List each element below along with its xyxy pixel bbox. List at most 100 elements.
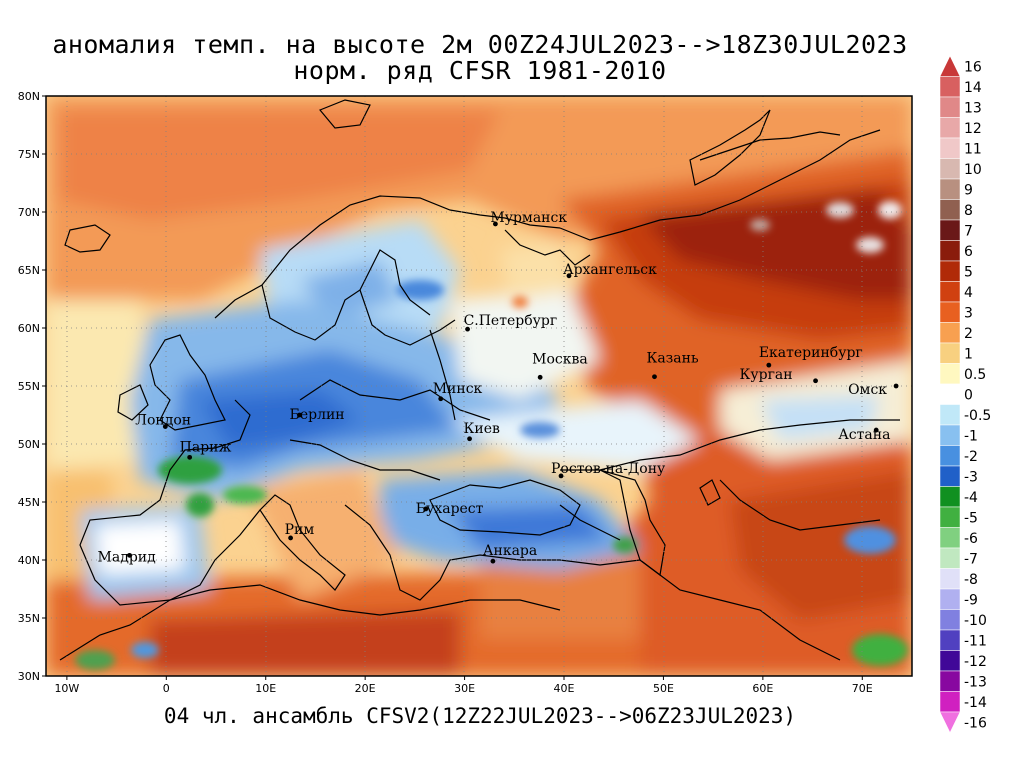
lon-tick-label: 10W (54, 682, 79, 695)
colorbar-label: -16 (964, 715, 987, 731)
city-dot (873, 427, 879, 433)
colorbar-swatch (939, 96, 961, 118)
city-dot (490, 558, 496, 564)
city-label: Москва (532, 351, 588, 367)
lat-tick-label: 80N (18, 90, 40, 103)
city-labels: Мурманск Архангельск С.Петербург Москва Каза… (98, 210, 899, 565)
colorbar-swatch (939, 219, 961, 241)
city-dot (467, 436, 472, 442)
lat-tick-label: 50N (18, 438, 40, 451)
city-label: Бухарест (416, 501, 484, 517)
colorbar-swatch (939, 711, 961, 734)
city-label: Париж (180, 439, 232, 455)
city-dot (288, 535, 293, 541)
colorbar-label: 1 (964, 346, 973, 362)
colorbar-label: 6 (964, 244, 973, 260)
city-dot (537, 374, 543, 380)
lon-tick-label: 60E (752, 682, 773, 695)
city-dot (766, 362, 772, 368)
city-dot (297, 412, 302, 418)
colorbar-swatch (939, 383, 961, 405)
colorbar-swatch (939, 547, 961, 569)
colorbar-label: 12 (964, 121, 982, 137)
lat-tick-label: 45N (18, 496, 40, 509)
longitude-ticks: 10W 0 10E 20E 30E 40E 50E 60E 70E (54, 676, 873, 695)
city-dot (652, 374, 657, 380)
city-label: Курган (740, 367, 793, 383)
ensemble-footer: 04 чл. ансамбль CFSV2(12Z22JUL2023-->06Z… (163, 704, 797, 728)
lon-tick-label: 20E (355, 682, 376, 695)
city-label: Берлин (290, 407, 345, 423)
colorbar-swatch (939, 527, 961, 549)
colorbar-label: -11 (964, 633, 987, 649)
colorbar-swatch (939, 260, 961, 282)
city-label: Екатеринбург (759, 345, 863, 361)
city-dot (558, 473, 564, 479)
colorbar-label: -3 (964, 469, 978, 485)
colorbar-label: 7 (964, 223, 973, 239)
lon-tick-label: 40E (554, 682, 575, 695)
colorbar-label: -0.5 (964, 408, 991, 424)
colorbar-label: 14 (964, 80, 982, 96)
colorbar-label: 13 (964, 100, 982, 116)
city-label: Лондон (135, 413, 191, 429)
colorbar-label: 2 (964, 326, 973, 342)
lat-tick-label: 70N (18, 206, 40, 219)
lon-tick-label: 50E (653, 682, 674, 695)
colorbar-swatch (939, 137, 961, 159)
colorbar-swatch (939, 506, 961, 528)
city-label: Мадрид (98, 549, 157, 565)
colorbar-swatch (939, 588, 961, 610)
lon-tick-label: 30E (454, 682, 475, 695)
colorbar-swatch (939, 363, 961, 385)
colorbar-label: -8 (964, 572, 978, 588)
city-dot (465, 326, 470, 332)
coastlines (59, 99, 900, 661)
city-label: Минск (433, 381, 483, 397)
colorbar-swatch (939, 117, 961, 139)
colorbar-swatch (939, 609, 961, 631)
colorbar-label: -7 (964, 551, 978, 567)
map-title-line2: норм. ряд CFSR 1981-2010 (293, 56, 667, 85)
colorbar-label: -1 (964, 428, 978, 444)
city-label: Астана (838, 427, 890, 443)
city-dot (162, 424, 168, 429)
city-dot (493, 221, 498, 227)
colorbar-label: 8 (964, 203, 973, 219)
lat-tick-label: 60N (18, 322, 40, 335)
city-label: Казань (646, 351, 698, 367)
anomaly-field (46, 96, 912, 676)
colorbar-swatch (939, 404, 961, 426)
lat-tick-label: 30N (18, 670, 40, 683)
lat-tick-label: 35N (18, 612, 40, 625)
colorbar-label: -2 (964, 449, 978, 465)
grid (46, 96, 912, 676)
colorbar-swatch (939, 322, 961, 344)
colorbar-label: -13 (964, 674, 987, 690)
colorbar-label: 0 (964, 387, 973, 403)
colorbar-label: -6 (964, 531, 978, 547)
colorbar-swatch (939, 199, 961, 221)
latitude-ticks: 80N 75N 70N 65N 60N 55N 50N 45N 40N 35N 30N (18, 90, 46, 683)
colorbar-swatch (939, 178, 961, 200)
city-dot (566, 273, 572, 279)
colorbar-label: 5 (964, 264, 973, 280)
map-title-line1: аномалия темп. на высоте 2м 00Z24JUL2023… (52, 30, 908, 59)
colorbar-label: -9 (964, 592, 978, 608)
city-dot (127, 552, 132, 558)
colorbar-label: 3 (964, 305, 973, 321)
city-label: Омск (848, 382, 887, 398)
colorbar-swatch (939, 629, 961, 651)
city-dot (187, 454, 193, 460)
colorbar-swatch (939, 424, 961, 446)
city-dot (423, 506, 429, 512)
lon-tick-label: 70E (852, 682, 873, 695)
colorbar-swatch (939, 650, 961, 672)
colorbar-label: 10 (964, 162, 982, 178)
colorbar: 16 14 13 12 11 10 9 8 7 6 5 4 3 2 1 0.5 0 -0.5 -1 -2 -3 -4 -5 -… (939, 55, 991, 734)
lon-tick-label: 10E (255, 682, 276, 695)
colorbar-label: -4 (964, 490, 978, 506)
colorbar-label: -5 (964, 510, 978, 526)
colorbar-swatch (939, 301, 961, 323)
